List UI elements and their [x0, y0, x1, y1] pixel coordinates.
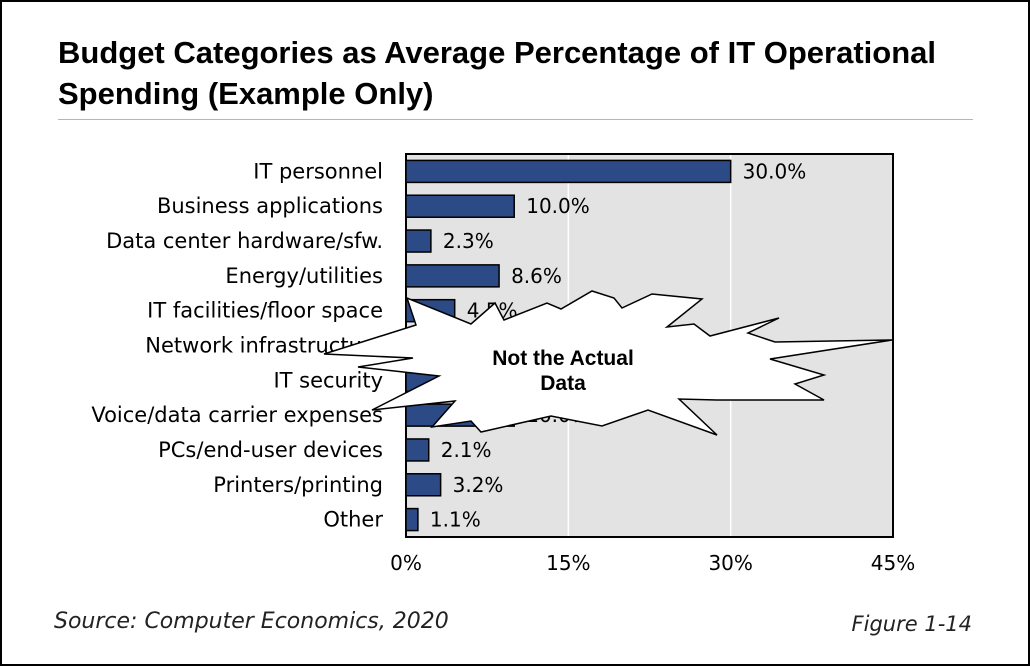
x-tick-label: 30% — [708, 551, 752, 575]
value-label: 30.0% — [743, 159, 807, 183]
x-tick-label: 15% — [546, 551, 590, 575]
category-label: PCs/end-user devices — [158, 438, 383, 462]
value-label: 8.6% — [511, 264, 562, 288]
bar — [406, 264, 500, 288]
bar — [406, 438, 430, 462]
value-label: 2.1% — [441, 438, 492, 462]
stamp-text-line1: Not the Actual — [492, 347, 634, 370]
value-label: 1.1% — [430, 508, 481, 532]
category-label: Printers/printing — [213, 473, 383, 497]
bar — [406, 473, 442, 497]
title-divider — [58, 119, 973, 120]
category-label: Energy/utilities — [225, 264, 383, 288]
bar — [406, 194, 515, 218]
value-label: 10.0% — [526, 194, 590, 218]
bar — [406, 507, 419, 532]
x-tick-label: 45% — [871, 551, 915, 575]
category-label: Business applications — [157, 194, 383, 218]
bar — [406, 159, 732, 184]
x-tick-label: 0% — [390, 551, 422, 575]
category-label: IT facilities/floor space — [147, 299, 383, 323]
starburst-shape — [323, 290, 893, 436]
category-label: IT personnel — [253, 159, 383, 183]
chart-title: Budget Categories as Average Percentage … — [58, 35, 937, 111]
category-label: Other — [323, 508, 383, 532]
not-actual-data-stamp: Not the Actual Data — [323, 290, 893, 436]
value-label: 3.2% — [453, 473, 504, 497]
source-note: Source: Computer Economics, 2020 — [54, 609, 449, 634]
category-label: IT security — [273, 368, 383, 392]
bar — [406, 229, 432, 253]
value-label: 2.3% — [443, 229, 494, 253]
category-label: Voice/data carrier expenses — [91, 403, 383, 427]
category-label: Data center hardware/sfw. — [106, 229, 383, 253]
stamp-text-line2: Data — [540, 372, 586, 395]
figure-number: Figure 1-14 — [851, 612, 972, 636]
